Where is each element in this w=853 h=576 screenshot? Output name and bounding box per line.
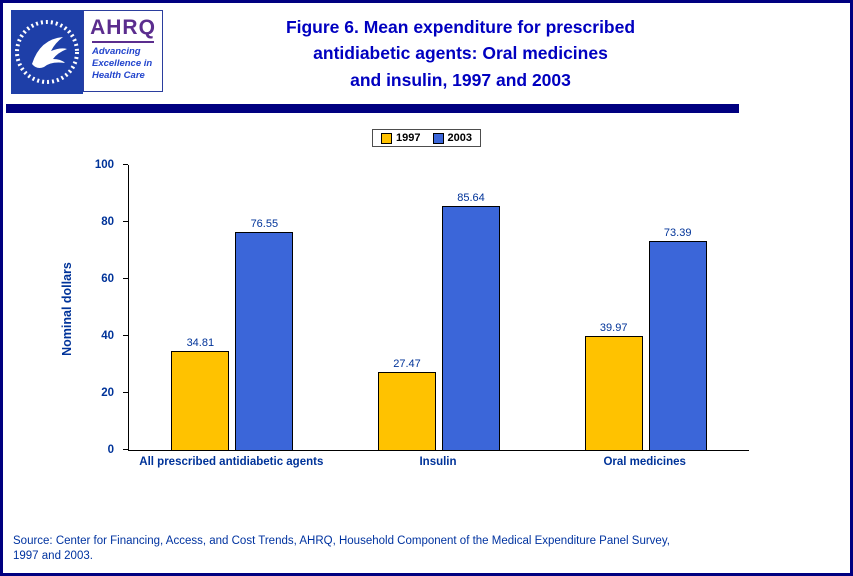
bar-value-label: 34.81 — [186, 336, 215, 349]
bar-value-label: 76.55 — [250, 217, 279, 230]
y-tick-label: 40 — [101, 330, 114, 342]
bar-slot: 27.47 — [378, 165, 436, 450]
y-axis: 0 20 40 60 80 100 — [3, 159, 128, 456]
ahrq-tagline-line: Excellence in — [92, 57, 153, 69]
source-line: Source: Center for Financing, Access, an… — [13, 534, 670, 547]
bar-1997 — [171, 350, 230, 450]
bar-value-label: 39.97 — [599, 322, 628, 335]
ahrq-logo-rule — [92, 41, 154, 43]
bar-group: 27.47 85.64 — [336, 165, 543, 450]
legend-item: 1997 — [381, 132, 421, 144]
plot-area: 34.81 76.55 27.47 85.64 39.97 73.39 — [128, 165, 749, 451]
legend-swatch-2003 — [432, 132, 444, 144]
header: AHRQ Advancing Excellence in Health Care… — [3, 3, 850, 99]
y-tick-label: 0 — [107, 444, 114, 456]
ahrq-logo-text: AHRQ — [90, 16, 156, 39]
bar-slot: 34.81 — [171, 165, 230, 450]
header-divider-bar — [6, 104, 739, 113]
figure-title: Figure 6. Mean expenditure for prescribe… — [165, 14, 840, 93]
bar-2003 — [442, 205, 500, 450]
legend: 1997 2003 — [372, 129, 481, 147]
logo-block: AHRQ Advancing Excellence in Health Care — [11, 10, 165, 94]
legend-label: 2003 — [447, 132, 472, 144]
ahrq-tagline-line: Advancing — [92, 46, 141, 57]
legend-item: 2003 — [432, 132, 472, 144]
hhs-seal-icon — [11, 10, 83, 94]
figure-title-line: antidiabetic agents: Oral medicines — [313, 43, 608, 64]
bar-slot: 76.55 — [235, 165, 294, 450]
bar-group: 34.81 76.55 — [129, 165, 336, 450]
y-tick-label: 60 — [101, 273, 114, 285]
x-axis-labels: All prescribed antidiabetic agents Insuli… — [128, 456, 748, 468]
x-category-label: Insulin — [419, 456, 457, 468]
source-line: 1997 and 2003. — [13, 550, 93, 563]
y-tick-mark — [123, 392, 128, 393]
bar-group: 39.97 73.39 — [542, 165, 749, 450]
figure-title-line: and insulin, 1997 and 2003 — [350, 69, 571, 90]
bar-2003 — [235, 231, 294, 450]
bar-chart: Nominal dollars 0 20 40 60 80 100 34.81 76.55 2… — [3, 149, 850, 494]
y-tick-mark — [123, 449, 128, 450]
ahrq-logo: AHRQ Advancing Excellence in Health Care — [83, 10, 163, 92]
x-category-label: All prescribed antidiabetic agents — [139, 456, 324, 468]
bar-value-label: 73.39 — [663, 226, 692, 239]
y-tick-label: 100 — [94, 159, 114, 171]
bar-2003 — [648, 240, 707, 450]
y-tick-mark — [123, 335, 128, 336]
bar-slot: 73.39 — [648, 165, 707, 450]
ahrq-tagline: Advancing Excellence in Health Care — [92, 46, 154, 82]
bar-slot: 85.64 — [442, 165, 500, 450]
bar-value-label: 85.64 — [457, 191, 485, 204]
source-note: Source: Center for Financing, Access, an… — [13, 534, 830, 565]
y-tick-mark — [123, 164, 128, 165]
legend-label: 1997 — [396, 132, 421, 144]
x-category-label: Oral medicines — [603, 456, 686, 468]
bar-1997 — [378, 371, 436, 450]
y-tick-label: 80 — [101, 216, 114, 228]
bar-1997 — [584, 336, 643, 450]
figure-title-line: Figure 6. Mean expenditure for prescribe… — [285, 17, 636, 37]
legend-swatch-1997 — [381, 132, 393, 144]
y-tick-label: 20 — [101, 387, 114, 399]
ahrq-tagline-line: Health Care — [92, 69, 145, 81]
bar-slot: 39.97 — [584, 165, 643, 450]
y-tick-mark — [123, 278, 128, 279]
bar-value-label: 27.47 — [393, 357, 421, 370]
y-tick-mark — [123, 221, 128, 222]
